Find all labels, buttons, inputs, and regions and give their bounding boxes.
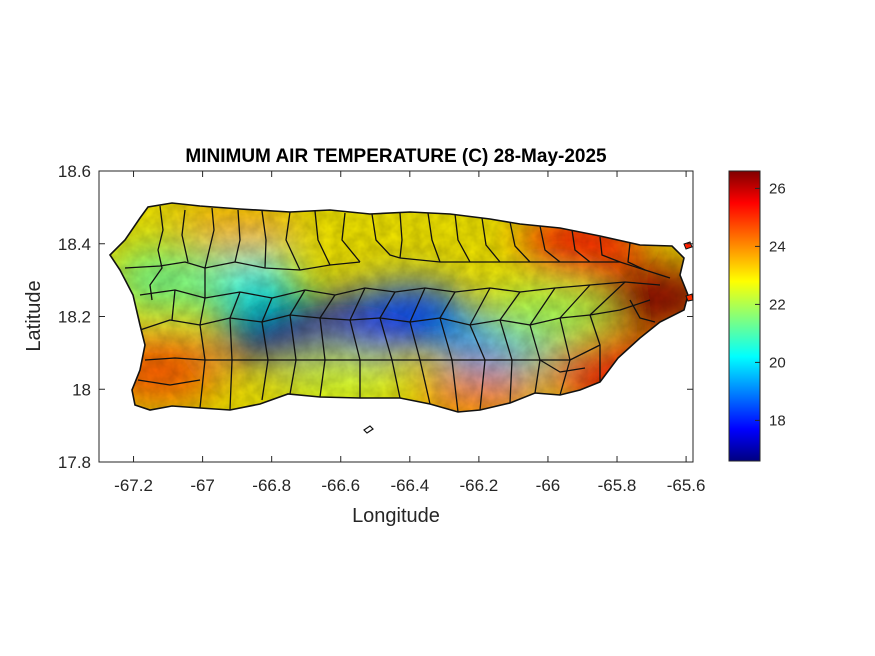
colorbar-ticks: 18 20 22 24 26 <box>755 180 786 429</box>
x-tick-label: -67.2 <box>114 476 153 495</box>
colorbar-tick-label: 24 <box>769 238 786 255</box>
field-texture <box>110 203 688 412</box>
x-tick-label: -65.6 <box>667 476 706 495</box>
y-tick-label: 18.2 <box>58 308 91 327</box>
x-tick-label: -66.2 <box>460 476 499 495</box>
x-tick-label: -66 <box>536 476 561 495</box>
cays-outline <box>685 293 694 302</box>
y-tick-label: 18.6 <box>58 162 91 181</box>
y-tick-label: 17.8 <box>58 453 91 472</box>
x-tick-label: -66.4 <box>390 476 429 495</box>
colorbar-tick-label: 18 <box>769 412 786 429</box>
x-tick-label: -66.6 <box>321 476 360 495</box>
y-axis-title: Latitude <box>23 280 45 351</box>
colorbar-tick-label: 22 <box>769 296 786 313</box>
x-axis-ticks: -67.2 -67 -66.8 -66.6 -66.4 -66.2 -66 -65.8 -65.… <box>114 171 705 495</box>
municipality-boundaries <box>124 205 671 412</box>
x-tick-label: -67 <box>190 476 215 495</box>
y-tick-label: 18 <box>72 380 91 399</box>
colorbar-tick-label: 26 <box>769 180 786 197</box>
x-axis-title: Longitude <box>352 505 440 527</box>
caja-de-muertos-island <box>363 425 374 434</box>
chart-title: MINIMUM AIR TEMPERATURE (C) 28-May-2025 <box>185 146 607 167</box>
x-tick-label: -65.8 <box>598 476 637 495</box>
y-axis-ticks: 17.8 18 18.2 18.4 18.6 <box>58 162 693 472</box>
x-tick-label: -66.8 <box>252 476 291 495</box>
colorbar-tick-label: 20 <box>769 354 786 371</box>
y-tick-label: 18.4 <box>58 235 91 254</box>
colorbar <box>728 170 761 462</box>
